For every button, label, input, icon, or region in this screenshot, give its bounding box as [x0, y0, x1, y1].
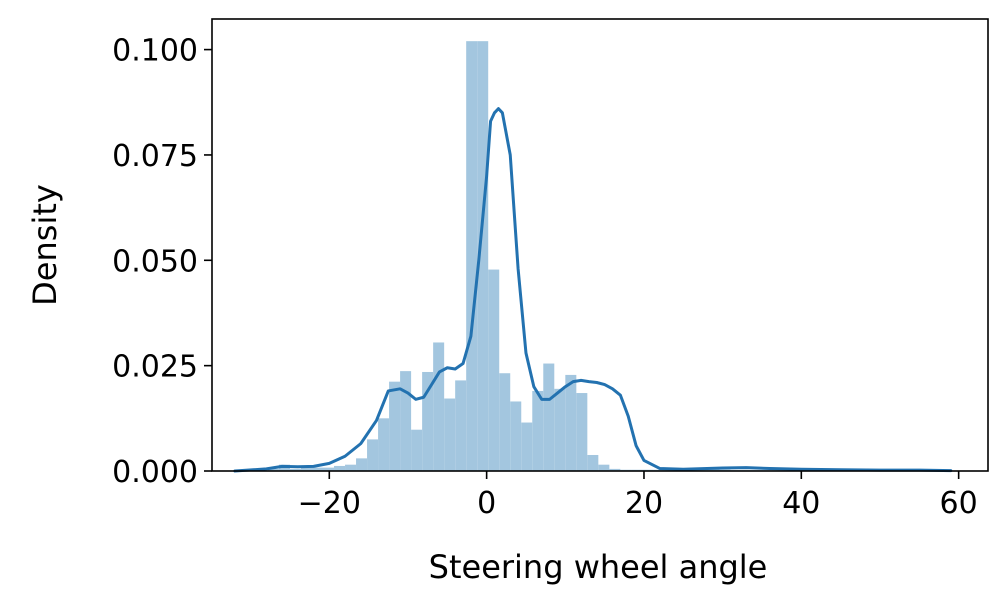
x-tick-label: −20: [298, 486, 361, 521]
histogram-bar: [554, 388, 566, 471]
histogram-bar: [521, 422, 533, 471]
x-tick-label: 0: [477, 486, 496, 521]
histogram-bar: [609, 468, 621, 471]
histogram-bar: [444, 398, 456, 471]
histogram-bar: [289, 468, 301, 471]
histogram-bar: [411, 429, 423, 471]
y-tick-label: 0.075: [112, 139, 198, 174]
x-axis-label: Steering wheel angle: [429, 548, 768, 586]
x-tick-label: 60: [940, 486, 978, 521]
histogram-bar: [300, 467, 312, 471]
y-tick-label: 0.025: [112, 350, 198, 385]
histogram-bar: [543, 363, 555, 471]
histogram-bar: [400, 371, 412, 471]
histogram-bar: [576, 393, 588, 471]
y-axis-ticks: 0.000 0.025 0.050 0.075 0.100: [112, 34, 212, 490]
histogram-bar: [345, 464, 357, 471]
histogram-bar: [510, 401, 522, 471]
histogram-bar: [587, 454, 599, 471]
y-tick-label: 0.100: [112, 34, 198, 69]
histogram-bar: [356, 458, 368, 471]
histogram-bar: [311, 467, 323, 471]
y-axis-label: Density: [26, 184, 64, 306]
histogram-bar: [378, 418, 390, 471]
histogram-bar: [565, 374, 577, 471]
histogram-bar: [455, 380, 467, 471]
histogram-bar: [499, 373, 511, 471]
x-tick-label: 20: [625, 486, 663, 521]
histogram-bar: [422, 371, 434, 471]
x-tick-label: 40: [782, 486, 820, 521]
kde-density-curve: [233, 107, 953, 473]
histogram-bars: [267, 41, 951, 472]
histogram-bar: [466, 41, 478, 472]
histogram-bar: [477, 41, 489, 472]
histogram-bar: [708, 469, 720, 471]
histogram-bar: [488, 269, 500, 471]
histogram-bar: [598, 464, 610, 471]
y-tick-label: 0.000: [112, 455, 198, 490]
y-tick-label: 0.050: [112, 244, 198, 279]
histogram-bar: [367, 439, 379, 471]
histogram-bar: [532, 390, 544, 471]
histogram-bar: [334, 465, 346, 471]
x-axis-ticks: −20 0 20 40 60: [298, 471, 978, 521]
histogram-bar: [389, 381, 401, 471]
histogram-bar: [267, 468, 279, 471]
plot-area-frame: [211, 18, 989, 472]
histogram-bar: [323, 467, 335, 471]
histogram-bar: [433, 342, 445, 471]
